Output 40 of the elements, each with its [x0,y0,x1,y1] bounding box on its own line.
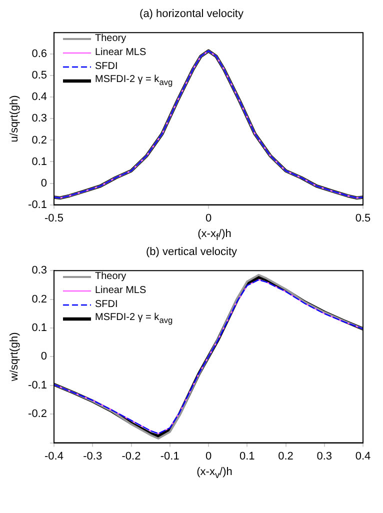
y-tick-label: 0.1 [32,322,47,334]
x-tick-label: 0 [205,450,212,462]
y-tick-label: -0.1 [28,198,47,211]
legend-label: Theory [95,33,126,45]
chart-title: (a) horizontal velocity [138,8,244,22]
y-tick-label: 0 [40,177,47,190]
x-tick-label: 0 [205,212,212,224]
y-tick-label: 0.3 [32,112,47,125]
y-tick-label: 0.5 [32,70,47,82]
y-axis-title: u/sqrt(gh) [8,95,21,142]
y-tick-label: 0.2 [32,134,47,146]
legend-label: MSFDI-2 γ = k$_{avg}$ [95,312,173,326]
legend-label: SFDI [95,61,118,73]
x-tick-label: -0.1 [160,450,180,462]
y-tick-label: 0.6 [32,48,47,60]
x-tick-label: -0.2 [122,450,141,462]
x-tick-label: 0.1 [239,450,255,462]
y-tick-label: 0 [40,350,47,363]
x-axis-title: (x-x$_{v}$/)h [196,466,234,480]
x-tick-label: 0.5 [355,212,371,224]
x-tick-label: 0.2 [278,450,294,462]
legend-label: SFDI [95,299,118,311]
x-tick-label: -0.5 [44,212,64,224]
chart-title: (b) vertical velocity [144,246,238,260]
y-tick-label: 0.3 [32,264,47,277]
legend-label: Linear MLS [95,285,146,297]
x-tick-label: -0.4 [44,450,64,462]
y-axis-title: w/sqrt(gh) [8,332,21,382]
x-axis-title: (x-x$_{f}$/)h [196,228,232,242]
y-tick-label: -0.2 [28,408,47,420]
legend-label: Linear MLS [95,47,146,59]
x-tick-label: 0.4 [355,450,371,462]
legend-label: MSFDI-2 γ = k$_{avg}$ [95,74,173,88]
legend-label: Theory [95,271,126,283]
y-tick-label: 0.1 [32,156,47,168]
y-tick-label: 0.4 [32,91,47,104]
x-tick-label: -0.3 [83,450,102,462]
x-tick-label: 0.3 [316,450,332,462]
y-tick-label: 0.2 [32,293,47,306]
y-tick-label: -0.1 [28,379,47,392]
